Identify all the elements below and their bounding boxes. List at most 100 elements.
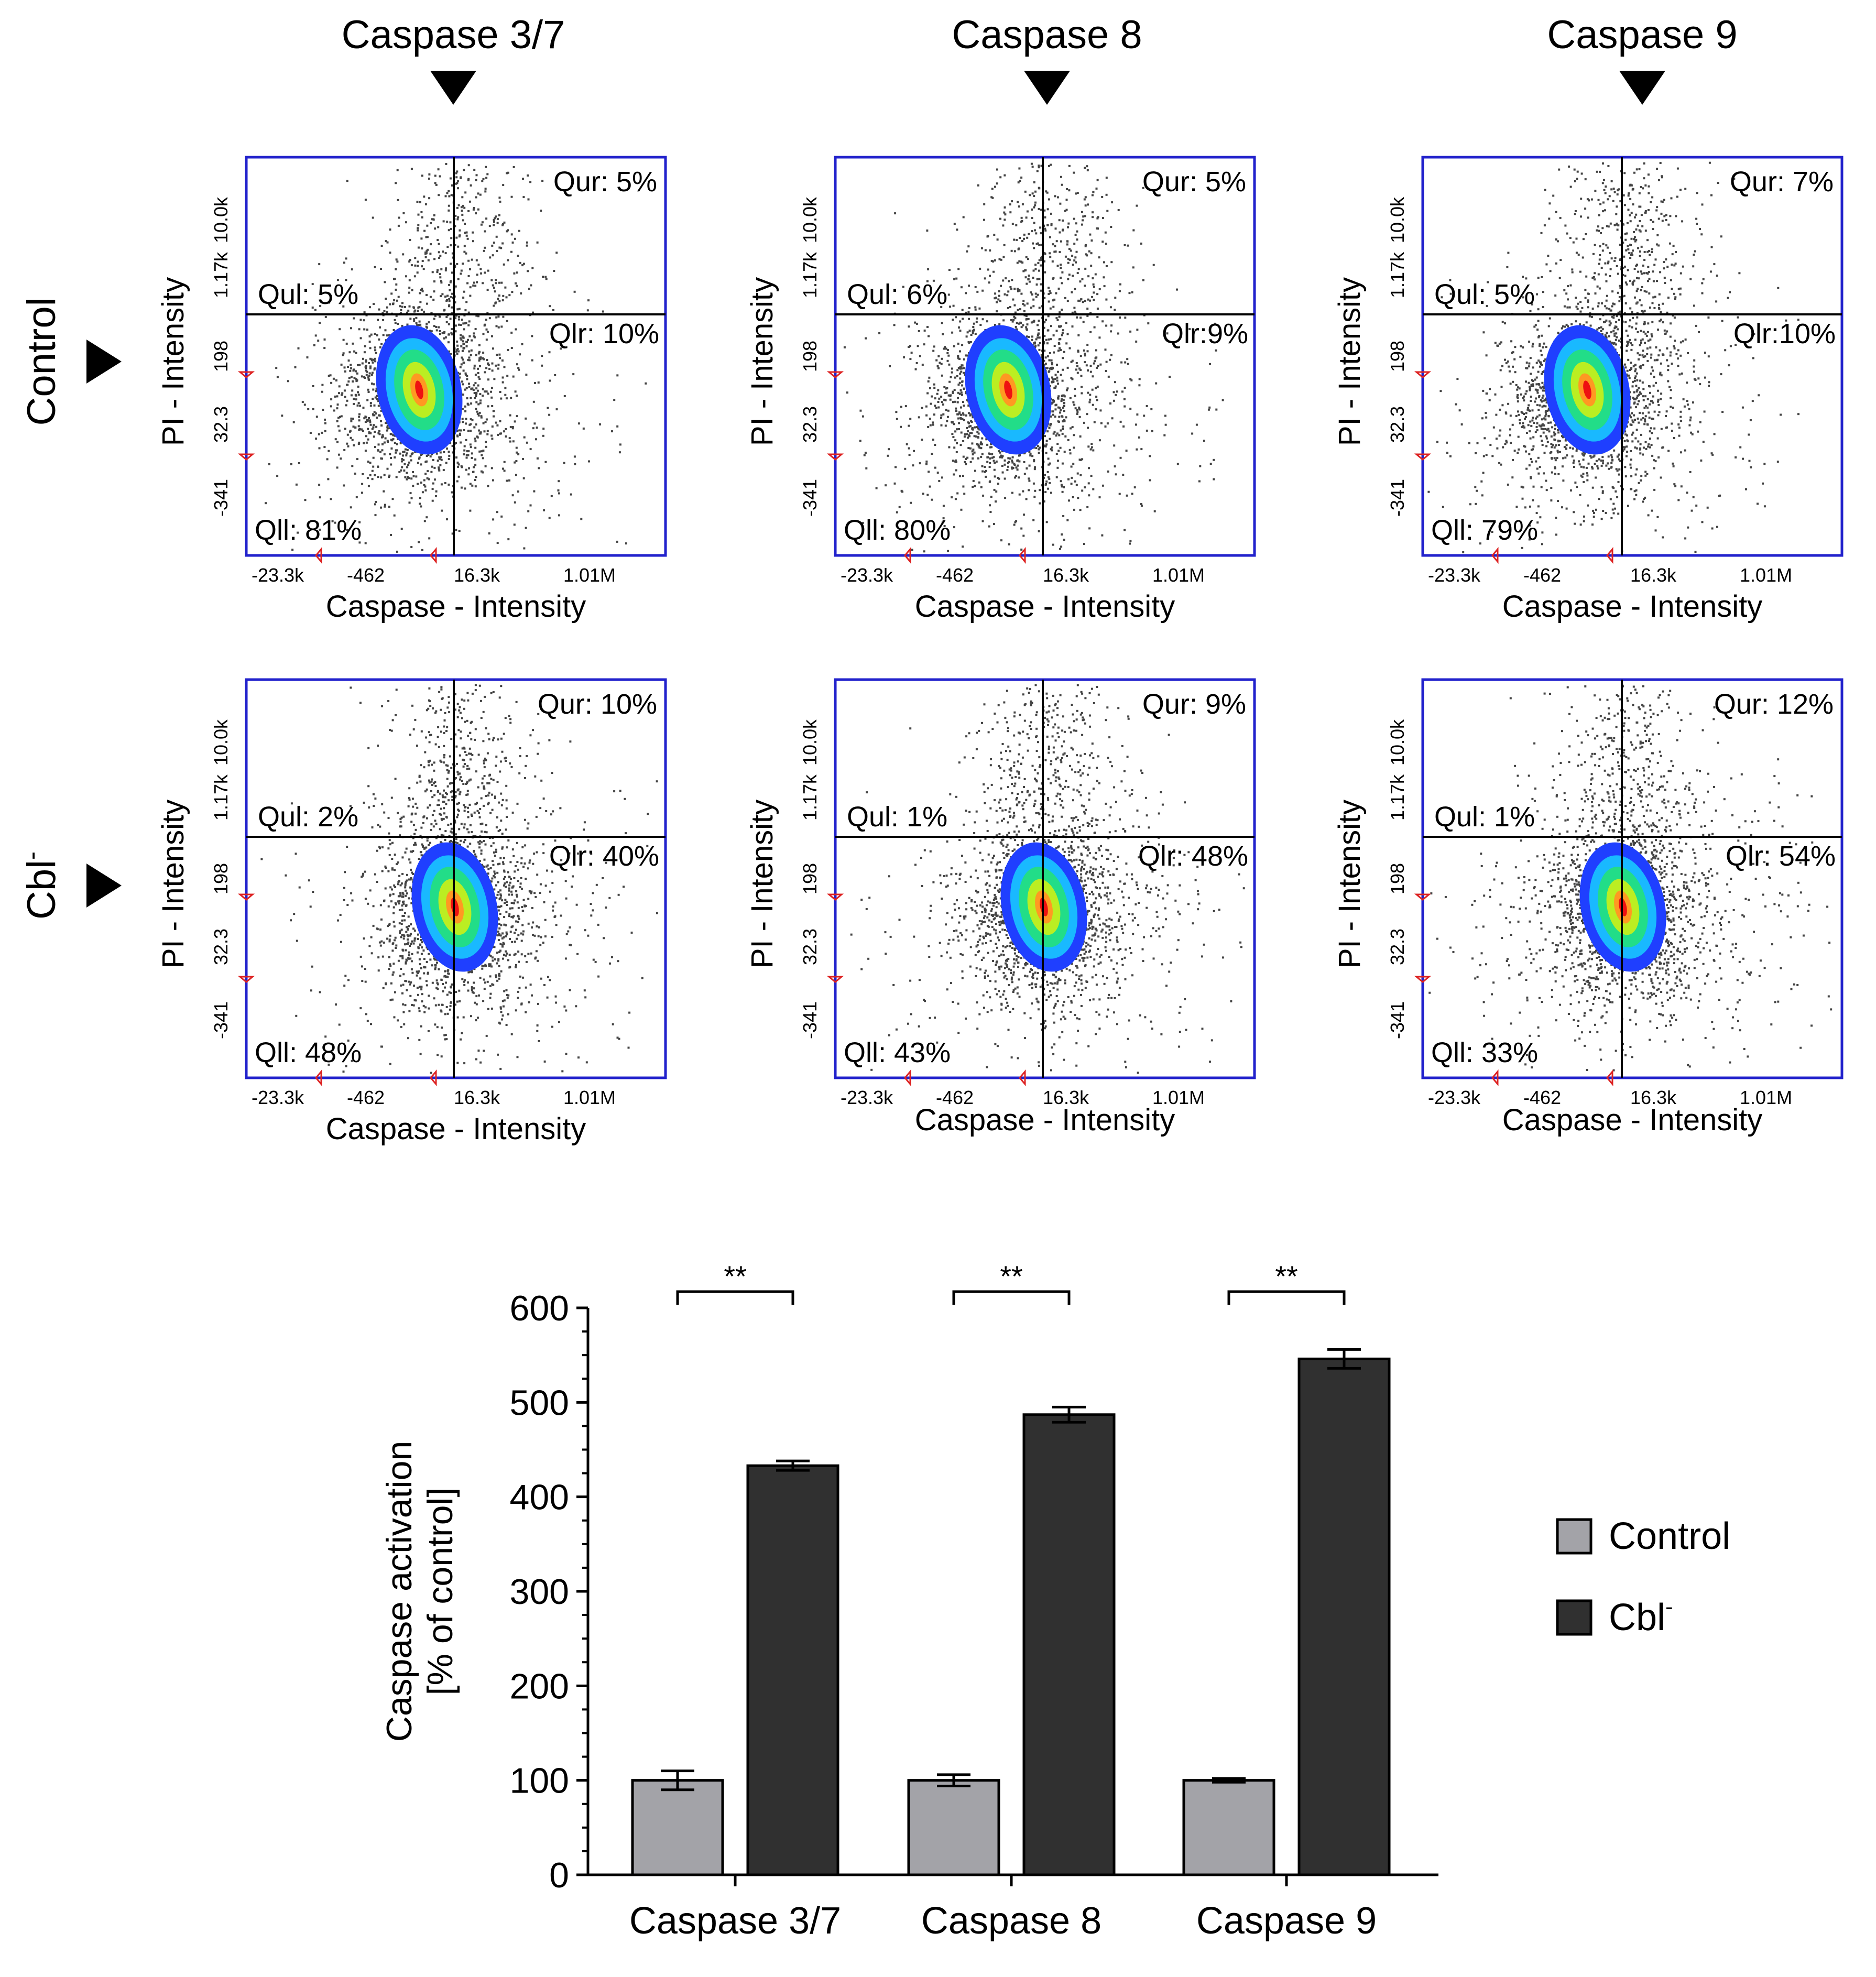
scatter-dot [1022, 303, 1024, 305]
y-tick-label: 32.3 [799, 406, 821, 443]
scatter-dot [956, 428, 958, 431]
scatter-dot [419, 497, 421, 499]
scatter-dot [1061, 379, 1064, 382]
scatter-dot [363, 311, 366, 314]
scatter-dot [1651, 418, 1653, 420]
scatter-dot [1057, 349, 1060, 352]
scatter-dot [456, 344, 459, 347]
scatter-dot [1084, 354, 1086, 357]
scatter-dot [1109, 306, 1112, 309]
scatter-dot [486, 359, 488, 361]
scatter-dot [973, 451, 976, 454]
scatter-dot [402, 253, 405, 256]
scatter-dot [318, 484, 321, 486]
scatter-dot [1649, 430, 1651, 433]
scatter-dot [1529, 524, 1531, 527]
scatter-dot [365, 374, 368, 376]
scatter-dot [461, 210, 463, 212]
scatter-dot [1572, 241, 1575, 244]
scatter-dot [339, 416, 341, 418]
scatter-dot [968, 435, 971, 438]
scatter-dot [537, 381, 540, 384]
scatter-dot [477, 376, 480, 378]
scatter-dot [570, 493, 572, 496]
scatter-dot [953, 345, 955, 347]
scatter-dot [957, 417, 959, 420]
scatter-dot [1028, 464, 1031, 467]
scatter-dot [554, 374, 557, 376]
scatter-dot [1084, 267, 1087, 270]
scatter-dot [488, 317, 491, 320]
scatter-dot [380, 343, 383, 345]
scatter-dot [380, 424, 383, 427]
scatter-dot [1136, 329, 1139, 331]
scatter-dot [459, 366, 462, 368]
scatter-dot [395, 476, 398, 478]
scatter-dot [399, 442, 402, 444]
scatter-dot [1057, 383, 1059, 385]
scatter-dot [443, 309, 446, 311]
scatter-dot [602, 310, 604, 313]
scatter-dot [977, 457, 979, 460]
scatter-dot [1072, 264, 1074, 266]
scatter-dot [1076, 272, 1079, 275]
scatter-dot [1050, 448, 1052, 451]
scatter-dot [473, 392, 476, 394]
scatter-dot [956, 375, 958, 377]
scatter-dot [1086, 413, 1088, 416]
scatter-dot [1043, 349, 1046, 352]
scatter-dot [1089, 398, 1092, 401]
scatter-dot [1609, 252, 1611, 254]
scatter-dot [378, 338, 380, 341]
scatter-dot [1023, 461, 1026, 463]
scatter-dot [421, 491, 424, 494]
scatter-dot [921, 364, 924, 366]
scatter-dot [381, 312, 384, 314]
scatter-dot [470, 446, 472, 449]
scatter-dot [449, 289, 451, 291]
scatter-dot [990, 446, 993, 449]
scatter-dot [1612, 302, 1615, 305]
scatter-dot [859, 409, 862, 412]
scatter-dot [516, 363, 518, 366]
scatter-dot [466, 378, 468, 380]
scatter-dot [350, 394, 353, 397]
scatter-dot [358, 441, 361, 444]
scatter-dot [953, 423, 955, 425]
scatter-dot [367, 461, 369, 463]
scatter-dot [998, 450, 1000, 453]
scatter-dot [1060, 267, 1062, 269]
scatter-dot [1014, 317, 1017, 320]
scatter-dot [1643, 498, 1645, 500]
scatter-dot [482, 388, 484, 390]
scatter-dot [523, 547, 526, 550]
scatter-dot [1068, 165, 1071, 167]
scatter-dot [1079, 474, 1082, 476]
scatter-dot [378, 308, 380, 311]
scatter-dot [491, 438, 494, 440]
scatter-dot [896, 418, 898, 420]
scatter-dot [645, 382, 647, 385]
scatter-dot [941, 476, 943, 479]
scatter-dot [1105, 193, 1108, 196]
scatter-dot [1535, 376, 1538, 379]
scatter-dot [482, 422, 485, 424]
scatter-dot [454, 225, 456, 227]
scatter-dot [1136, 413, 1139, 416]
scatter-dot [465, 422, 467, 425]
scatter-dot [451, 184, 453, 187]
scatter-dot [460, 363, 463, 366]
scatter-dot [1068, 258, 1071, 261]
scatter-dot [1094, 273, 1097, 276]
scatter-dot [483, 358, 485, 361]
scatter-dot [502, 315, 505, 318]
scatter-dot [1071, 311, 1074, 314]
scatter-dot [433, 290, 435, 293]
scatter-dot [321, 384, 324, 386]
scatter-dot [1113, 399, 1115, 402]
scatter-dot [990, 443, 992, 445]
scatter-dot [1548, 430, 1551, 433]
scatter-dot [366, 370, 368, 373]
scatter-dot [474, 328, 477, 330]
scatter-dot [1057, 287, 1060, 290]
